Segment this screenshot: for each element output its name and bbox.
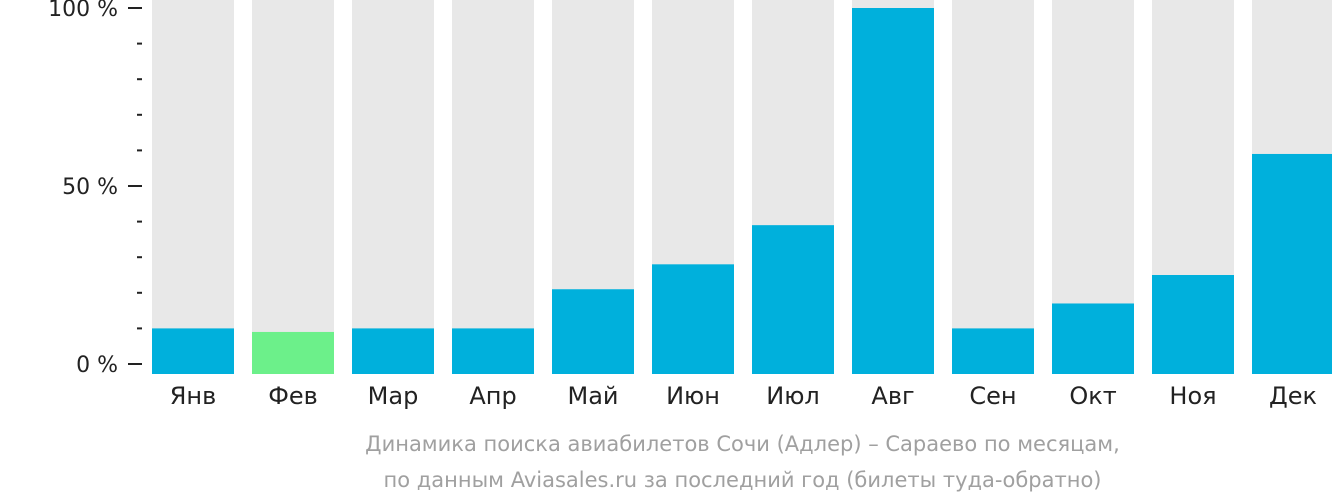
bar-track [952, 0, 1034, 374]
x-tick-label: Фев [268, 382, 318, 410]
x-tick-label: Авг [871, 382, 914, 410]
bar-5 [552, 289, 634, 374]
bar-6 [652, 264, 734, 374]
bar-track [252, 0, 334, 374]
bars [152, 8, 1332, 374]
x-tick-label: Май [567, 382, 618, 410]
x-tick-label: Ноя [1169, 382, 1216, 410]
bar-track [452, 0, 534, 374]
bar-4 [452, 328, 534, 374]
y-tick-label: 100 % [48, 0, 118, 22]
bar-9 [952, 328, 1034, 374]
bar-11 [1152, 275, 1234, 374]
chart-caption-line-2: по данным Aviasales.ru за последний год … [383, 468, 1102, 492]
x-tick-label: Апр [469, 382, 516, 410]
x-tick-label: Июл [766, 382, 820, 410]
x-tick-label: Дек [1269, 382, 1317, 410]
bar-1 [152, 328, 234, 374]
x-tick-label: Янв [170, 382, 217, 410]
chart-caption-line-1: Динамика поиска авиабилетов Сочи (Адлер)… [365, 432, 1120, 456]
y-tick-label: 50 % [62, 175, 118, 200]
bar-3 [352, 328, 434, 374]
x-tick-label: Июн [666, 382, 720, 410]
bar-2 [252, 331, 334, 374]
x-axis-labels: Янв Фев Мар Апр Май Июн Июл Авг Сен Окт Ноя Дек [170, 382, 1317, 410]
bar-8 [852, 8, 934, 374]
bar-track [352, 0, 434, 374]
x-tick-label: Мар [368, 382, 419, 410]
x-tick-label: Окт [1069, 382, 1116, 410]
bar-7 [752, 225, 834, 374]
bar-10 [1052, 303, 1134, 374]
y-axis: 0 % 50 % 100 % [48, 0, 142, 378]
x-tick-label: Сен [969, 382, 1016, 410]
bar-12 [1252, 153, 1332, 374]
y-tick-label: 0 % [76, 353, 118, 378]
bar-track [152, 0, 234, 374]
